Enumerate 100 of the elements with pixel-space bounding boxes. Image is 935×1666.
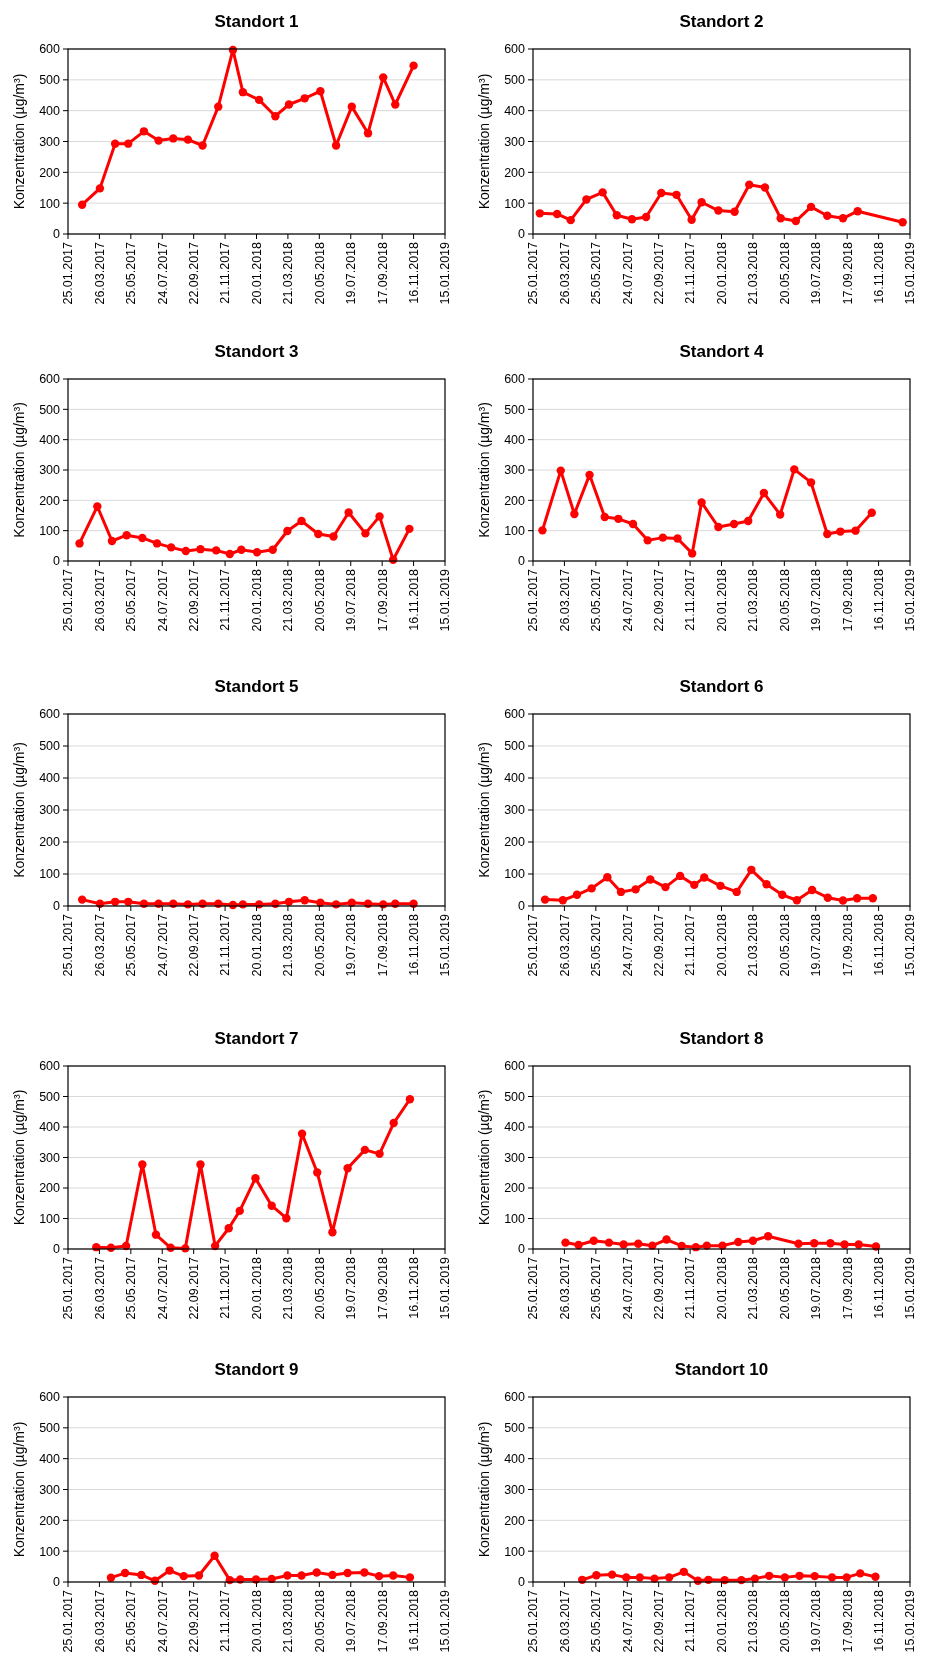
point [331, 141, 341, 150]
y-tick-label: 600 [504, 1390, 526, 1405]
point [764, 1571, 774, 1581]
x-tick-label: 21.03.2018 [746, 241, 761, 305]
point [697, 498, 706, 507]
point [714, 206, 723, 215]
point [851, 526, 860, 535]
x-tick-label: 20.01.2018 [249, 241, 264, 305]
y-axis-title: Konzentration (µg/m³) [476, 1089, 492, 1226]
y-tick-label: 100 [504, 524, 526, 539]
point [657, 188, 666, 198]
point [198, 141, 207, 150]
point [75, 539, 84, 548]
point [314, 529, 323, 539]
point [780, 1573, 790, 1582]
point [283, 1571, 292, 1580]
x-tick-label: 17.09.2018 [375, 1589, 390, 1653]
point [732, 887, 741, 897]
x-tick-label: 21.11.2017 [683, 1256, 698, 1319]
x-tick-label: 22.09.2017 [187, 913, 202, 977]
chart-title: Standort 3 [214, 342, 299, 361]
y-tick-label: 400 [504, 1452, 526, 1467]
y-tick-label: 500 [504, 1421, 526, 1436]
x-tick-label: 25.01.2017 [61, 1589, 76, 1653]
point [823, 893, 832, 902]
y-tick-label: 300 [39, 134, 61, 149]
point [552, 209, 562, 219]
point [389, 1118, 398, 1128]
y-tick-label: 300 [504, 463, 526, 478]
x-tick-label: 24.07.2017 [155, 241, 170, 305]
point [254, 95, 264, 105]
point [224, 1224, 233, 1233]
x-tick-label: 17.09.2018 [840, 241, 855, 305]
y-tick-label: 0 [518, 899, 526, 914]
x-tick-label: 20.01.2018 [714, 241, 729, 305]
point [856, 1569, 865, 1578]
x-tick-label: 16.11.2018 [871, 241, 886, 304]
y-tick-label: 100 [504, 196, 526, 211]
x-tick-label: 21.11.2017 [218, 913, 233, 976]
point [122, 531, 131, 540]
y-tick-label: 200 [504, 165, 526, 180]
point [810, 1571, 819, 1581]
point [93, 502, 102, 511]
point [313, 1168, 322, 1177]
x-tick-label: 25.01.2017 [526, 913, 541, 977]
x-tick-label: 25.01.2017 [61, 568, 76, 632]
x-tick-label: 20.01.2018 [714, 1256, 729, 1320]
point [405, 524, 414, 534]
x-tick-label: 21.11.2017 [218, 568, 233, 631]
y-tick-label: 400 [504, 771, 526, 786]
point [687, 215, 696, 225]
point [179, 1571, 188, 1581]
point [572, 890, 582, 899]
x-tick-label: 15.01.2019 [438, 1589, 453, 1653]
x-tick-label: 20.01.2018 [249, 913, 264, 977]
point [838, 214, 848, 223]
point [643, 536, 652, 545]
x-tick-label: 24.07.2017 [155, 913, 170, 977]
x-tick-label: 21.03.2018 [281, 913, 296, 977]
y-tick-label: 100 [504, 1544, 526, 1559]
x-tick-label: 17.09.2018 [840, 568, 855, 632]
point [344, 508, 353, 517]
point [139, 127, 149, 136]
y-tick-label: 600 [39, 1059, 61, 1074]
x-tick-label: 25.01.2017 [526, 568, 541, 632]
x-tick-label: 20.05.2018 [312, 568, 327, 632]
y-tick-label: 0 [53, 1242, 61, 1257]
point [662, 1235, 671, 1244]
point [868, 894, 878, 903]
point [570, 509, 579, 519]
x-tick-label: 26.03.2017 [557, 1256, 572, 1320]
y-tick-label: 100 [39, 524, 61, 539]
x-tick-label: 25.05.2017 [124, 241, 139, 305]
point [675, 871, 685, 881]
x-tick-label: 25.05.2017 [589, 1256, 604, 1320]
x-tick-label: 19.07.2018 [344, 1256, 359, 1320]
x-tick-label: 20.05.2018 [312, 241, 327, 305]
point [622, 1573, 631, 1582]
point [558, 896, 568, 905]
point [646, 875, 655, 884]
point [329, 532, 338, 541]
x-tick-label: 24.07.2017 [155, 1589, 170, 1653]
point [616, 887, 626, 897]
point [592, 1571, 601, 1580]
y-tick-label: 0 [518, 1575, 526, 1590]
x-tick-label: 20.05.2018 [777, 913, 792, 977]
point [744, 516, 753, 526]
x-tick-label: 25.01.2017 [526, 1589, 541, 1653]
x-tick-label: 17.09.2018 [840, 1256, 855, 1320]
point [271, 112, 280, 121]
y-tick-label: 300 [504, 1150, 526, 1165]
x-tick-label: 22.09.2017 [652, 913, 667, 977]
point [853, 206, 862, 216]
x-tick-label: 25.05.2017 [589, 913, 604, 977]
point [556, 466, 565, 475]
chart-title: Standort 4 [679, 342, 765, 361]
y-tick-label: 100 [504, 867, 526, 882]
point [661, 882, 670, 892]
point [267, 1201, 276, 1210]
point [360, 1145, 370, 1155]
